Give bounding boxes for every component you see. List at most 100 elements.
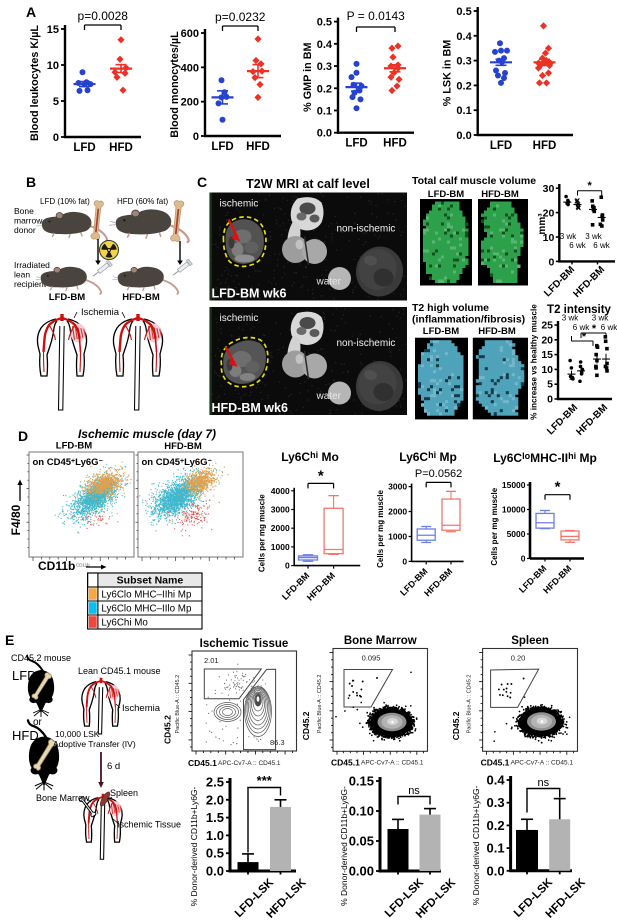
svg-text:HFD: HFD [383,138,407,150]
svg-text:HFD-BM: HFD-BM [481,189,519,200]
svg-text:*: * [582,331,587,343]
svg-text:3 wk: 3 wk [592,314,609,323]
svg-text:0.2: 0.2 [487,818,505,833]
svg-text:3000: 3000 [271,505,290,515]
svg-text:HFD-BM wk6: HFD-BM wk6 [212,401,288,415]
svg-text:CD45.2: CD45.2 [301,711,311,740]
svg-text:CD45.2 mouse: CD45.2 mouse [11,653,71,663]
svg-text:LFD: LFD [345,138,367,150]
svg-text:0.1: 0.1 [487,841,505,856]
svg-text:LFD (10% fat): LFD (10% fat) [40,197,90,206]
svg-text:6 wk: 6 wk [601,323,617,332]
svg-text:on CD45+Ly6G−: on CD45+Ly6G− [33,457,103,468]
svg-text:Ly6Chi Mo: Ly6Chi Mo [281,450,339,464]
svg-text:Ischemic muscle (day 7): Ischemic muscle (day 7) [78,427,216,441]
svg-text:10: 10 [541,364,553,376]
svg-text:0.0: 0.0 [456,130,471,142]
svg-text:0.10: 0.10 [349,804,374,819]
svg-text:0: 0 [402,556,407,566]
svg-text:or: or [33,717,43,728]
svg-text:1.0: 1.0 [206,828,224,843]
svg-text:20: 20 [541,334,553,346]
svg-text:on CD45+Ly6G−: on CD45+Ly6G− [142,457,212,468]
svg-text:C: C [197,174,207,190]
svg-text:LFD-BM: LFD-BM [423,326,459,337]
svg-text:B: B [26,174,36,190]
svg-text:0.20: 0.20 [511,654,526,663]
svg-text:APC-Cv7-A :: CD45.1: APC-Cv7-A :: CD45.1 [511,759,574,766]
svg-text:mm³: mm³ [537,213,548,235]
svg-text:*: * [592,323,597,335]
svg-text:% GMP in BM: % GMP in BM [302,42,314,111]
svg-text:water: water [316,277,342,288]
svg-text:CD11b: CD11b [76,563,90,568]
svg-text:Ly6CloMHC-IIhi Mp: Ly6CloMHC-IIhi Mp [493,451,597,465]
svg-text:Pacific Blue-A :: CD45.2: Pacific Blue-A :: CD45.2 [467,675,473,734]
svg-text:E: E [5,632,14,648]
svg-text:Bone Marrow: Bone Marrow [36,793,90,803]
svg-text:non-ischemic: non-ischemic [337,338,396,349]
svg-text:1.5: 1.5 [206,810,224,825]
svg-text:0.0: 0.0 [317,128,332,140]
svg-text:*: * [555,479,561,496]
svg-text:Blood monocytes/µL: Blood monocytes/µL [169,31,181,138]
svg-text:6 wk: 6 wk [573,323,590,332]
svg-text:HFD-BM: HFD-BM [478,326,516,337]
svg-text:T2W MRI at calf level: T2W MRI at calf level [246,177,370,191]
svg-text:ns: ns [538,777,550,789]
svg-text:ns: ns [408,785,420,797]
svg-text:***: *** [257,773,273,788]
svg-text:Spleen: Spleen [110,788,138,798]
svg-text:86.3: 86.3 [270,738,285,747]
svg-text:6 d: 6 d [107,761,120,772]
svg-text:6 wk: 6 wk [569,241,586,250]
svg-text:D: D [18,428,28,444]
svg-text:0: 0 [547,394,553,406]
svg-text:Irradiated: Irradiated [14,260,50,270]
svg-text:4000: 4000 [271,486,290,496]
svg-text:3000: 3000 [388,482,407,492]
svg-text:0.3: 0.3 [317,61,332,73]
svg-text:600: 600 [181,28,199,40]
svg-text:1000: 1000 [388,531,407,541]
svg-text:Total calf muscle volume: Total calf muscle volume [412,175,536,187]
svg-text:0.1: 0.1 [317,105,332,117]
svg-text:% Donor-derived CD11b+Ly6G-: % Donor-derived CD11b+Ly6G- [339,786,349,906]
svg-text:3 wk: 3 wk [562,314,579,323]
svg-text:Subset Name: Subset Name [117,575,184,587]
svg-text:0: 0 [548,256,554,268]
svg-text:2000: 2000 [271,523,290,533]
svg-text:HFD-BM: HFD-BM [122,292,160,303]
svg-text:Ischemic Tissue: Ischemic Tissue [117,820,181,830]
svg-text:1000: 1000 [271,542,290,552]
svg-text:CD45.1: CD45.1 [188,758,217,768]
svg-text:CD45.2: CD45.2 [163,715,173,744]
svg-text:CD45.2: CD45.2 [451,711,461,740]
svg-text:P=0.0562: P=0.0562 [415,468,462,480]
svg-text:LFD-BM: LFD-BM [49,292,85,303]
svg-text:Cells per mg muscle: Cells per mg muscle [490,487,499,565]
svg-text:0: 0 [285,561,290,571]
svg-text:0.4: 0.4 [456,31,472,43]
svg-text:2000: 2000 [388,507,407,517]
svg-text:Bone Marrow: Bone Marrow [344,635,417,647]
svg-text:10: 10 [543,232,555,244]
svg-text:15: 15 [47,24,59,36]
svg-text:Bone: Bone [14,206,34,216]
svg-text:APC-Cv7-A :: CD45.1: APC-Cv7-A :: CD45.1 [361,759,424,766]
svg-text:Ly6Clo MHC–IIhi Mp: Ly6Clo MHC–IIhi Mp [101,590,192,601]
svg-text:Blood leukocytes K/µL: Blood leukocytes K/µL [29,25,41,141]
svg-text:% Donor-derived CD11b+Ly6G-: % Donor-derived CD11b+Ly6G- [189,786,199,906]
svg-text:30: 30 [543,183,555,195]
svg-text:Ly6Clo MHC–IIlo Mp: Ly6Clo MHC–IIlo Mp [101,604,192,615]
svg-text:LFD: LFD [73,142,95,154]
svg-text:% Donor-derived CD11b+Ly6G-: % Donor-derived CD11b+Ly6G- [471,785,481,905]
svg-text:15: 15 [541,349,553,361]
svg-text:0.4: 0.4 [317,39,333,51]
svg-text:marrow: marrow [14,216,43,226]
svg-text:HFD-BM: HFD-BM [164,441,202,452]
svg-text:10000: 10000 [502,505,526,515]
svg-text:400: 400 [181,62,199,74]
svg-text:ischemic: ischemic [220,313,259,324]
svg-text:LFD: LFD [211,141,233,153]
